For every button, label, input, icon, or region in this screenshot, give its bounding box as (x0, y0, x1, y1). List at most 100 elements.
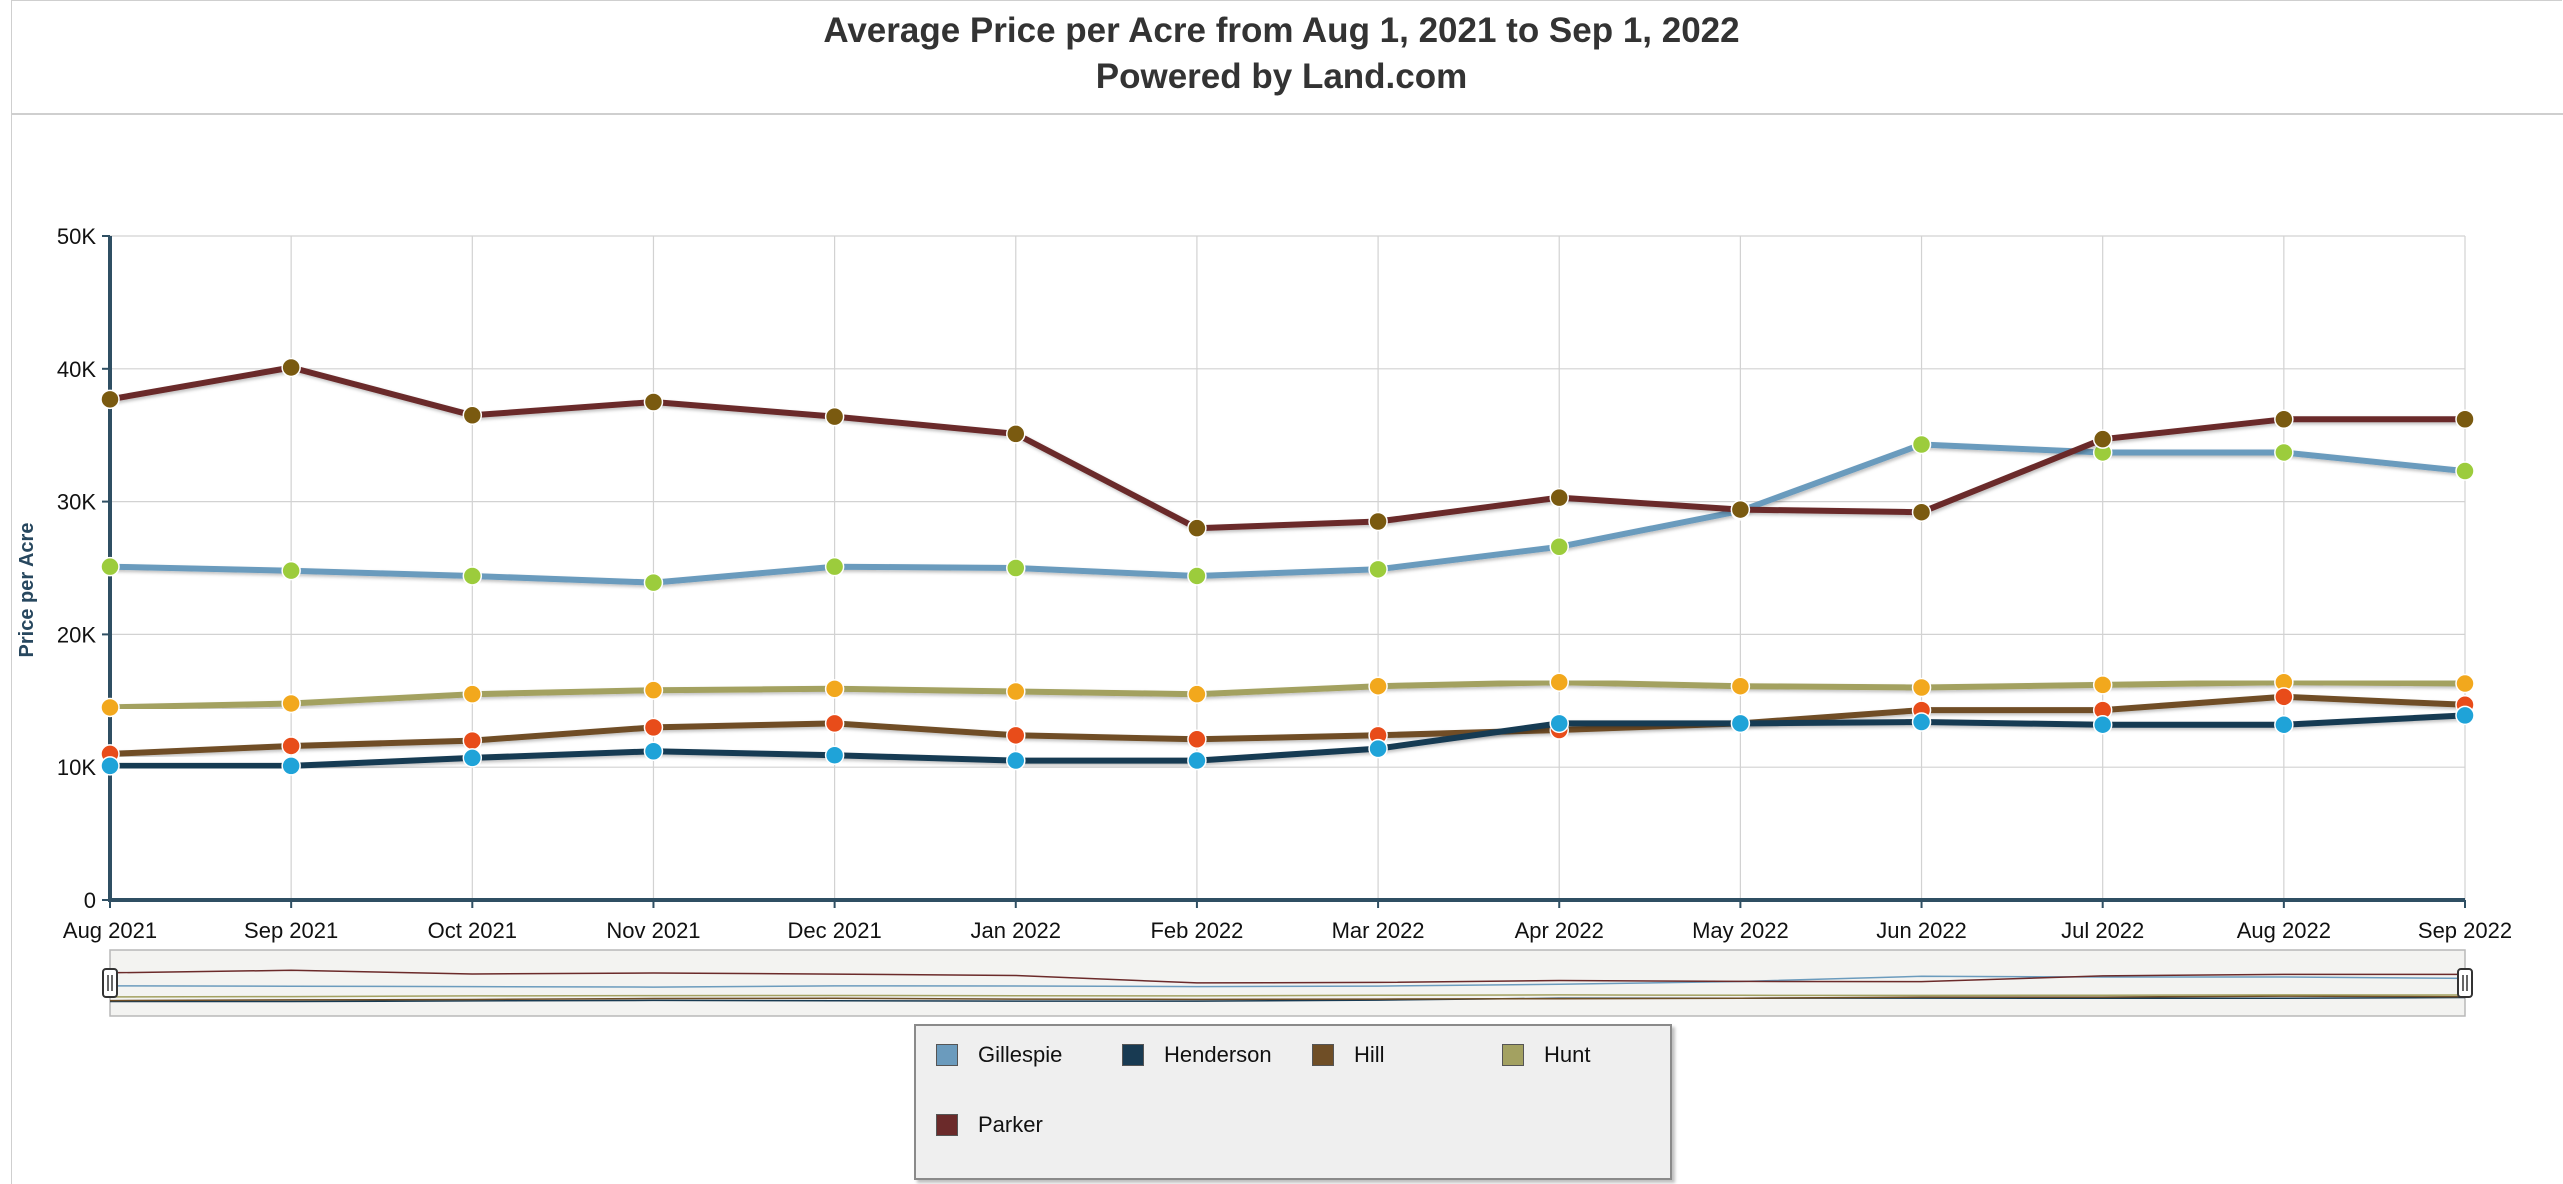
data-point-hill[interactable] (2274, 687, 2294, 707)
data-point-gillespie[interactable] (1187, 566, 1207, 586)
legend-swatch (1502, 1044, 1524, 1066)
x-tick-label: Feb 2022 (1150, 918, 1243, 943)
data-point-hunt[interactable] (824, 679, 845, 699)
series-line-hunt (107, 679, 2468, 711)
data-point-parker[interactable] (2092, 429, 2113, 449)
x-tick-label: Jan 2022 (971, 918, 1062, 943)
data-point-gillespie[interactable] (462, 566, 483, 586)
data-point-hill[interactable] (462, 730, 483, 751)
data-point-henderson[interactable] (2274, 714, 2294, 735)
navigator-handle-left[interactable] (102, 968, 118, 998)
data-point-parker[interactable] (1911, 502, 1932, 522)
data-point-parker[interactable] (1187, 518, 1207, 538)
x-tick-label: Sep 2021 (244, 918, 338, 943)
data-point-gillespie[interactable] (2274, 442, 2294, 463)
data-point-henderson[interactable] (281, 756, 301, 776)
series-line-henderson (107, 712, 2468, 769)
legend-swatch (936, 1114, 958, 1136)
data-point-gillespie[interactable] (643, 572, 664, 593)
y-tick-label: 10K (57, 755, 96, 780)
data-point-henderson[interactable] (824, 745, 845, 765)
legend-swatch (1122, 1044, 1144, 1066)
data-point-parker[interactable] (824, 406, 845, 427)
data-point-henderson[interactable] (643, 741, 664, 762)
legend-label: Hill (1354, 1042, 1385, 1067)
legend-item-hunt[interactable]: Hunt (1502, 1042, 1590, 1068)
data-point-hunt[interactable] (643, 680, 664, 700)
chart-title-line-2: Powered by Land.com (1095, 57, 1468, 96)
legend-item-hill[interactable]: Hill (1312, 1042, 1385, 1068)
data-point-parker[interactable] (2274, 409, 2294, 430)
legend-label: Parker (978, 1112, 1043, 1137)
data-point-gillespie[interactable] (1549, 537, 1569, 557)
data-point-gillespie[interactable] (824, 556, 845, 577)
data-point-hill[interactable] (1006, 725, 1026, 746)
navigator-handle-right[interactable] (2457, 968, 2473, 998)
x-tick-label: Jul 2022 (2061, 918, 2144, 943)
data-point-hunt[interactable] (462, 684, 483, 704)
data-point-gillespie[interactable] (2455, 461, 2475, 481)
data-point-henderson[interactable] (1187, 750, 1207, 771)
series-line-parker (107, 364, 2468, 532)
data-point-henderson[interactable] (2092, 714, 2113, 735)
data-point-henderson[interactable] (1549, 713, 1569, 734)
range-navigator[interactable] (102, 949, 2473, 1017)
data-point-hunt[interactable] (1730, 676, 1751, 696)
data-point-parker[interactable] (643, 392, 664, 412)
series-lines (100, 357, 2475, 776)
data-point-henderson[interactable] (2455, 705, 2475, 726)
data-point-gillespie[interactable] (1911, 434, 1932, 455)
line-chart: 0 10K 20K 30K 40K 50K Aug 2021 Sep 2021 Oct 2021… (16, 224, 2512, 1017)
x-tick-label: May 2022 (1692, 918, 1789, 943)
data-point-hunt[interactable] (2455, 673, 2475, 694)
data-point-hunt[interactable] (1368, 676, 1388, 696)
x-tick-label: Sep 2022 (2418, 918, 2512, 943)
data-point-hill[interactable] (1187, 729, 1207, 750)
x-tick-label: Apr 2022 (1515, 918, 1604, 943)
data-point-hunt[interactable] (1187, 684, 1207, 704)
handle-grip[interactable] (102, 968, 118, 998)
x-tick-label: Dec 2021 (788, 918, 882, 943)
data-point-henderson[interactable] (462, 748, 483, 768)
data-point-henderson[interactable] (1006, 750, 1026, 771)
data-point-henderson[interactable] (1911, 712, 1932, 732)
data-point-henderson[interactable] (1730, 713, 1751, 734)
series-line-gillespie (107, 441, 2468, 586)
y-tick-label: 30K (57, 490, 96, 515)
handle-grip[interactable] (2457, 968, 2473, 998)
grid-lines (109, 235, 2466, 901)
data-point-parker[interactable] (100, 389, 120, 410)
navigator-line-hunt (109, 994, 2466, 998)
data-point-gillespie[interactable] (1006, 558, 1026, 578)
data-point-hill[interactable] (824, 713, 845, 734)
legend-item-henderson[interactable]: Henderson (1122, 1042, 1272, 1068)
data-point-gillespie[interactable] (100, 556, 120, 577)
navigator-line-hill (109, 995, 2466, 1002)
data-point-parker[interactable] (281, 357, 301, 378)
legend-item-gillespie[interactable]: Gillespie (936, 1042, 1062, 1068)
data-point-parker[interactable] (1368, 511, 1388, 532)
x-tick-label: Jun 2022 (1876, 918, 1967, 943)
data-point-hunt[interactable] (281, 693, 301, 714)
legend-item-parker[interactable]: Parker (936, 1112, 1043, 1138)
data-point-parker[interactable] (1006, 424, 1026, 444)
data-point-hunt[interactable] (1911, 677, 1932, 698)
data-point-hill[interactable] (643, 717, 664, 738)
data-point-henderson[interactable] (1368, 738, 1388, 759)
chart-title-line-1: Average Price per Acre from Aug 1, 2021 … (823, 11, 1740, 50)
y-tick-label: 0 (84, 888, 96, 913)
data-point-gillespie[interactable] (281, 560, 301, 581)
data-point-parker[interactable] (1730, 499, 1751, 520)
data-point-hill[interactable] (281, 736, 301, 756)
data-point-hunt[interactable] (1006, 681, 1026, 702)
data-point-hunt[interactable] (1549, 672, 1569, 692)
data-point-hunt[interactable] (2092, 675, 2113, 695)
data-point-parker[interactable] (462, 405, 483, 426)
navigator-line-parker (109, 969, 2465, 984)
data-point-henderson[interactable] (100, 756, 120, 776)
data-point-parker[interactable] (1549, 487, 1569, 508)
data-point-parker[interactable] (2455, 409, 2475, 430)
data-point-hunt[interactable] (100, 697, 120, 718)
data-point-gillespie[interactable] (1368, 559, 1388, 580)
legend-swatch (1312, 1044, 1334, 1066)
